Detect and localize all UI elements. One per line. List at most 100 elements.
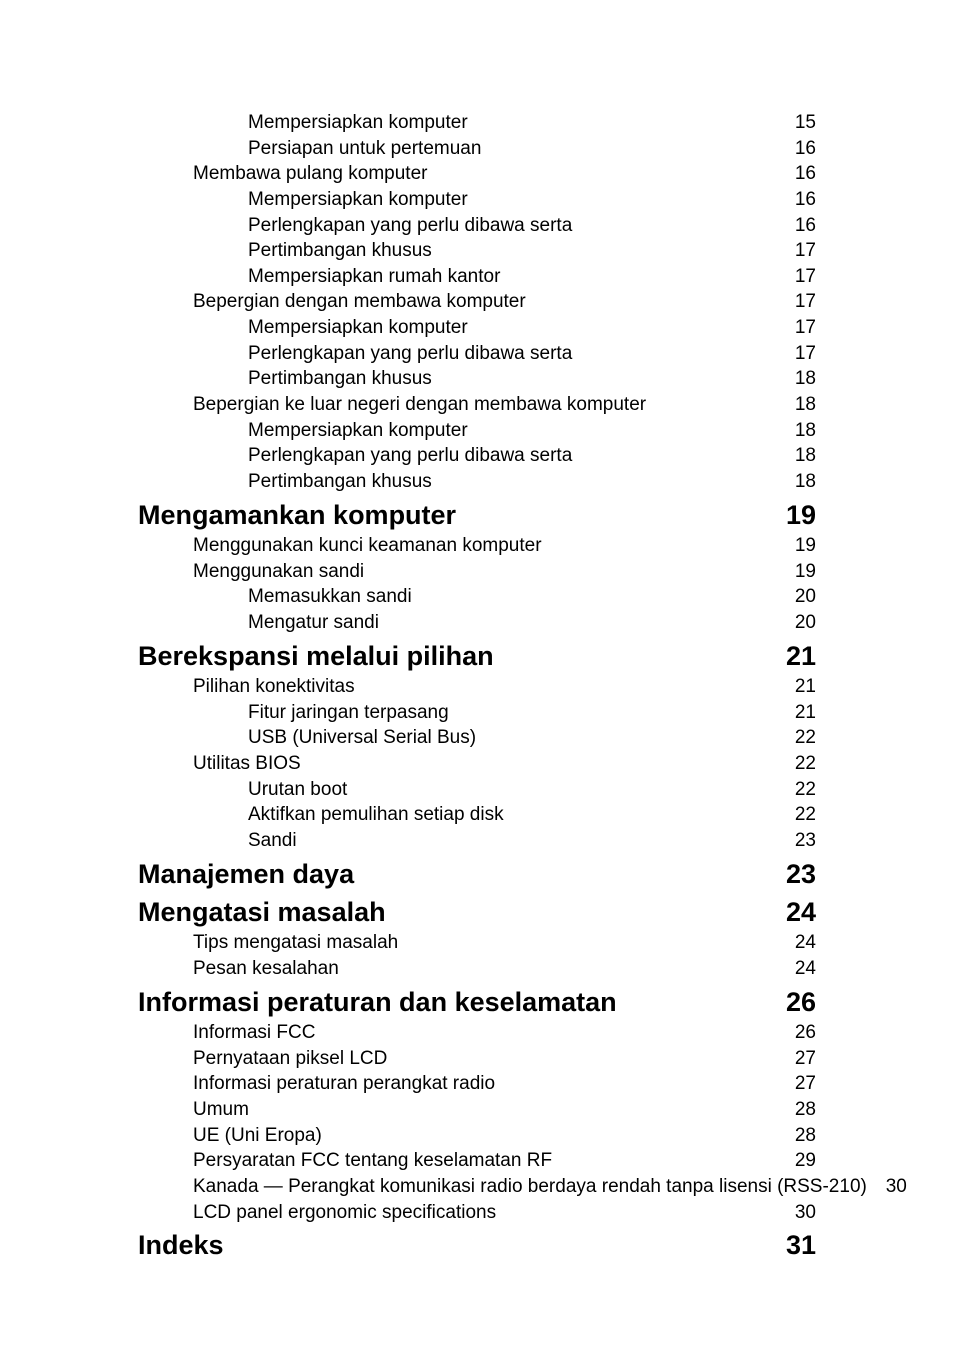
toc-entry-page: 27 [776,1071,816,1097]
toc-entry-page: 16 [776,213,816,239]
toc-entry-page: 30 [776,1200,816,1226]
toc-entry-label: Informasi peraturan dan keselamatan [138,984,617,1020]
toc-entry-page: 21 [776,638,816,674]
table-of-contents: Mempersiapkan komputer15Persiapan untuk … [0,0,954,1264]
toc-entry: Bepergian dengan membawa komputer 17 [138,289,816,315]
toc-entry-label: Pilihan konektivitas [138,674,355,700]
toc-entry-label: Mempersiapkan rumah kantor [138,264,500,290]
toc-entry: Bepergian ke luar negeri dengan membawa … [138,392,816,418]
toc-entry: Mengamankan komputer19 [138,497,816,533]
toc-entry: Informasi peraturan perangkat radio 27 [138,1071,816,1097]
toc-entry: UE (Uni Eropa) 28 [138,1123,816,1149]
toc-entry: Informasi FCC26 [138,1020,816,1046]
toc-entry-label: Berekspansi melalui pilihan [138,638,494,674]
toc-entry-label: Pesan kesalahan [138,956,339,982]
toc-entry-page: 21 [776,700,816,726]
toc-entry-page: 20 [776,610,816,636]
toc-entry-page: 18 [776,392,816,418]
toc-entry: Perlengkapan yang perlu dibawa serta16 [138,213,816,239]
toc-entry: Pertimbangan khusus 17 [138,238,816,264]
toc-entry-label: Informasi peraturan perangkat radio [138,1071,495,1097]
toc-entry-page: 22 [776,751,816,777]
toc-entry-page: 24 [776,930,816,956]
toc-entry-label: Pertimbangan khusus [138,469,432,495]
toc-entry-page: 22 [776,802,816,828]
toc-entry: Menggunakan sandi 19 [138,559,816,585]
toc-entry: Mempersiapkan komputer 16 [138,187,816,213]
toc-entry-page: 19 [776,559,816,585]
toc-entry-label: Membawa pulang komputer [138,161,427,187]
toc-entry-label: LCD panel ergonomic specifications [138,1200,496,1226]
toc-entry-page: 16 [776,187,816,213]
toc-entry-page: 22 [776,725,816,751]
toc-entry: Pilihan konektivitas 21 [138,674,816,700]
toc-entry-label: Persiapan untuk pertemuan [138,136,481,162]
toc-entry-page: 31 [776,1227,816,1263]
toc-entry: Umum 28 [138,1097,816,1123]
toc-entry-label: UE (Uni Eropa) [138,1123,322,1149]
toc-entry: Mempersiapkan rumah kantor 17 [138,264,816,290]
toc-entry: Indeks 31 [138,1227,816,1263]
toc-entry-label: Pernyataan piksel LCD [138,1046,387,1072]
toc-entry-label: Mempersiapkan komputer [138,187,468,213]
toc-entry-label: Kanada — Perangkat komunikasi radio berd… [138,1174,867,1200]
toc-entry-page: 22 [776,777,816,803]
toc-entry-page: 17 [776,289,816,315]
toc-entry-label: Bepergian ke luar negeri dengan membawa … [138,392,646,418]
toc-entry-page: 21 [776,674,816,700]
toc-entry-label: Pertimbangan khusus [138,366,432,392]
toc-entry-page: 19 [776,497,816,533]
toc-entry-label: Mempersiapkan komputer [138,110,468,136]
toc-entry: Perlengkapan yang perlu dibawa serta 17 [138,341,816,367]
toc-entry-label: Fitur jaringan terpasang [138,700,449,726]
toc-entry-page: 18 [776,418,816,444]
toc-entry: Aktifkan pemulihan setiap disk 22 [138,802,816,828]
toc-entry-page: 23 [776,828,816,854]
toc-entry-page: 17 [776,264,816,290]
toc-entry: Persiapan untuk pertemuan 16 [138,136,816,162]
toc-entry-label: Pertimbangan khusus [138,238,432,264]
toc-entry-page: 17 [776,341,816,367]
toc-entry-page: 16 [776,161,816,187]
toc-entry-label: Informasi FCC [138,1020,315,1046]
toc-entry-page: 28 [776,1097,816,1123]
toc-entry-label: Umum [138,1097,249,1123]
toc-entry-page: 30 [867,1174,907,1200]
toc-entry-label: Tips mengatasi masalah [138,930,398,956]
toc-entry-label: Perlengkapan yang perlu dibawa serta [138,341,572,367]
toc-entry-label: Menggunakan sandi [138,559,364,585]
toc-entry-page: 15 [776,110,816,136]
toc-entry-label: Indeks [138,1227,224,1263]
toc-entry-page: 18 [776,469,816,495]
toc-entry-label: Perlengkapan yang perlu dibawa serta [138,443,572,469]
toc-entry-page: 17 [776,238,816,264]
toc-entry-label: Bepergian dengan membawa komputer [138,289,526,315]
toc-entry: Mengatur sandi20 [138,610,816,636]
toc-entry: Mempersiapkan komputer 17 [138,315,816,341]
toc-entry: Memasukkan sandi20 [138,584,816,610]
toc-entry-page: 18 [776,366,816,392]
toc-entry: Persyaratan FCC tentang keselamatan RF 29 [138,1148,816,1174]
toc-entry: Sandi23 [138,828,816,854]
toc-entry-label: Manajemen daya [138,856,354,892]
toc-entry-label: Aktifkan pemulihan setiap disk [138,802,504,828]
toc-entry-label: Memasukkan sandi [138,584,412,610]
toc-entry-label: Utilitas BIOS [138,751,301,777]
toc-entry: LCD panel ergonomic specifications 30 [138,1200,816,1226]
toc-entry-page: 29 [776,1148,816,1174]
toc-entry-page: 23 [776,856,816,892]
toc-entry-label: Mempersiapkan komputer [138,315,468,341]
toc-entry: Manajemen daya 23 [138,856,816,892]
toc-entry: Menggunakan kunci keamanan komputer19 [138,533,816,559]
toc-entry: Pertimbangan khusus 18 [138,366,816,392]
toc-entry-label: USB (Universal Serial Bus) [138,725,476,751]
toc-entry-label: Persyaratan FCC tentang keselamatan RF [138,1148,552,1174]
toc-entry-page: 28 [776,1123,816,1149]
toc-entry-page: 26 [776,984,816,1020]
toc-entry-page: 16 [776,136,816,162]
toc-entry: Utilitas BIOS 22 [138,751,816,777]
toc-entry: Urutan boot22 [138,777,816,803]
toc-entry-label: Mengatasi masalah [138,894,386,930]
toc-entry-page: 17 [776,315,816,341]
toc-entry-page: 27 [776,1046,816,1072]
